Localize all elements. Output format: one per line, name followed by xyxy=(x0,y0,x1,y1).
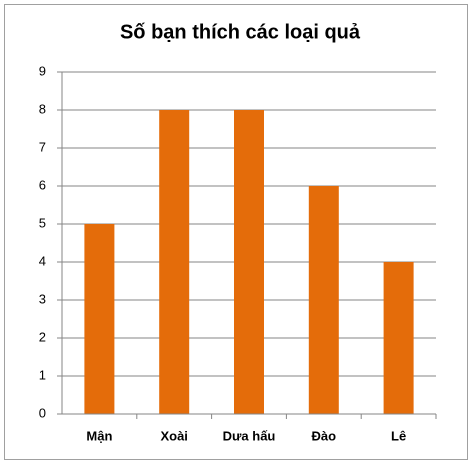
y-tick-label: 0 xyxy=(39,405,46,420)
bar xyxy=(84,224,115,414)
x-tick-label: Dưa hấu xyxy=(223,428,276,443)
y-tick-label: 6 xyxy=(39,177,46,192)
x-tick-label: Xoài xyxy=(160,428,187,443)
bar xyxy=(234,110,264,414)
y-tick-label: 1 xyxy=(39,367,46,382)
y-tick-label: 8 xyxy=(39,101,46,116)
y-tick-label: 3 xyxy=(39,291,46,306)
chart-title: Số bạn thích các loại quả xyxy=(120,21,361,43)
y-tick-label: 2 xyxy=(39,329,46,344)
y-tick-label: 7 xyxy=(39,139,46,154)
bar xyxy=(159,110,190,414)
bar xyxy=(383,262,414,414)
y-tick-label: 9 xyxy=(39,63,46,78)
x-tick-label: Đào xyxy=(312,428,337,443)
y-tick-label: 5 xyxy=(39,215,46,230)
bar xyxy=(308,186,339,414)
x-tick-label: Mận xyxy=(86,428,112,443)
x-tick-label: Lê xyxy=(391,428,406,443)
y-tick-label: 4 xyxy=(39,253,46,268)
